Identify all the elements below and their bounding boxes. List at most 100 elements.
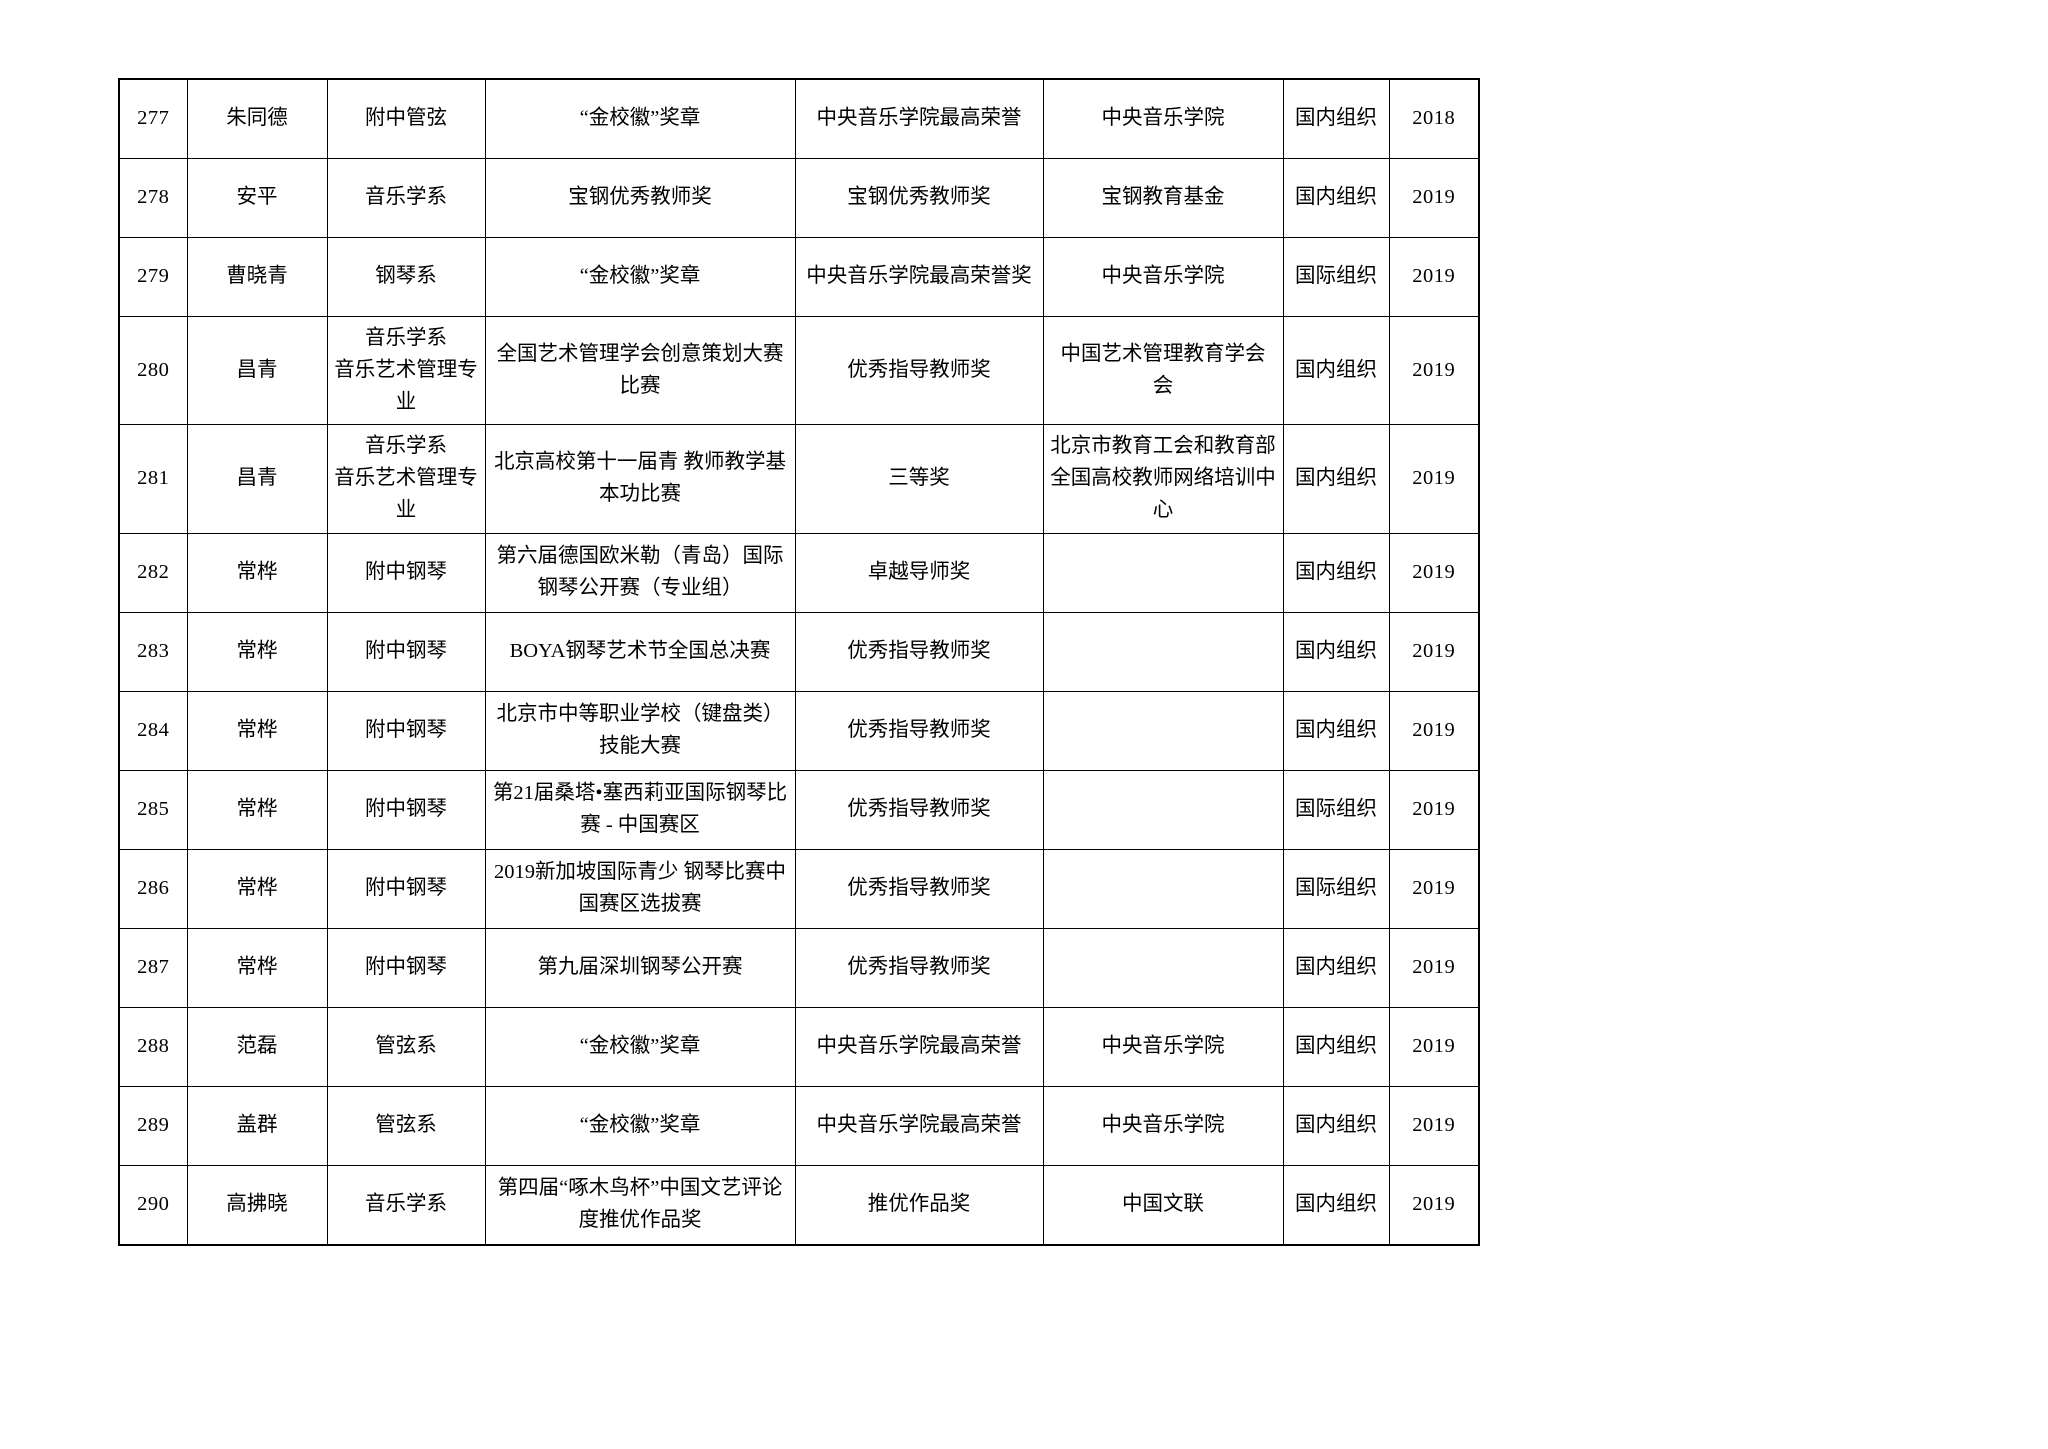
- cell-award-name: 北京高校第十一届青 教师教学基本功比赛: [484, 424, 796, 534]
- cell-department: 管弦系: [326, 1006, 486, 1087]
- cell-index: 283: [118, 611, 188, 692]
- cell-year: 2019: [1388, 424, 1480, 534]
- cell-prize-level: 优秀指导教师奖: [794, 315, 1044, 426]
- cell-awarding-org: 宝钢教育基金: [1042, 158, 1284, 238]
- cell-index: 282: [118, 532, 188, 613]
- cell-year: 2019: [1388, 769, 1480, 850]
- cell-year: 2019: [1388, 1085, 1480, 1166]
- award-table-body: 277 朱同德 附中管弦 “金校徽”奖章 中央音乐学院最高荣誉 中央音乐学院 国内组织 201…: [118, 78, 1480, 1246]
- cell-name: 常桦: [186, 848, 328, 929]
- table-row: 286 常桦 附中钢琴 2019新加坡国际青少 钢琴比赛中国赛区选拔赛 优秀指导教师奖 国…: [118, 848, 1480, 929]
- cell-index: 288: [118, 1006, 188, 1087]
- cell-index: 289: [118, 1085, 188, 1166]
- cell-year: 2019: [1388, 532, 1480, 613]
- cell-year: 2019: [1388, 1006, 1480, 1087]
- cell-name: 常桦: [186, 611, 328, 692]
- cell-awarding-org: [1042, 611, 1284, 692]
- cell-year: 2019: [1388, 690, 1480, 771]
- table-row: 278 安平 音乐学系 宝钢优秀教师奖 宝钢优秀教师奖 宝钢教育基金 国内组织 2019: [118, 158, 1480, 238]
- cell-prize-level: 优秀指导教师奖: [794, 611, 1044, 692]
- cell-department: 附中钢琴: [326, 769, 486, 850]
- cell-prize-level: 优秀指导教师奖: [794, 927, 1044, 1008]
- cell-prize-level: 中央音乐学院最高荣誉: [794, 1006, 1044, 1087]
- cell-prize-level: 三等奖: [794, 424, 1044, 534]
- cell-awarding-org: [1042, 532, 1284, 613]
- cell-award-name: 全国艺术管理学会创意策划大赛比赛: [484, 315, 796, 426]
- cell-prize-level: 优秀指导教师奖: [794, 848, 1044, 929]
- cell-org-type: 国内组织: [1282, 424, 1390, 534]
- cell-department: 管弦系: [326, 1085, 486, 1166]
- cell-name: 高拂晓: [186, 1164, 328, 1246]
- cell-department: 附中管弦: [326, 78, 486, 159]
- table-row: 290 高拂晓 音乐学系 第四届“啄木鸟杯”中国文艺评论度推优作品奖 推优作品奖 中国文联…: [118, 1164, 1480, 1246]
- cell-year: 2019: [1388, 927, 1480, 1008]
- cell-org-type: 国内组织: [1282, 927, 1390, 1008]
- award-table-container: 277 朱同德 附中管弦 “金校徽”奖章 中央音乐学院最高荣誉 中央音乐学院 国内组织 201…: [118, 78, 1480, 1246]
- cell-name: 曹晓青: [186, 237, 328, 317]
- cell-index: 279: [118, 237, 188, 317]
- cell-department: 音乐学系: [326, 158, 486, 238]
- cell-department: 附中钢琴: [326, 927, 486, 1008]
- cell-index: 277: [118, 78, 188, 159]
- cell-award-name: BOYA钢琴艺术节全国总决赛: [484, 611, 796, 692]
- cell-department: 音乐学系 音乐艺术管理专业: [326, 424, 486, 534]
- table-row: 277 朱同德 附中管弦 “金校徽”奖章 中央音乐学院最高荣誉 中央音乐学院 国内组织 201…: [118, 78, 1480, 159]
- cell-org-type: 国内组织: [1282, 532, 1390, 613]
- cell-awarding-org: [1042, 848, 1284, 929]
- table-row: 279 曹晓青 钢琴系 “金校徽”奖章 中央音乐学院最高荣誉奖 中央音乐学院 国际组织 201…: [118, 237, 1480, 317]
- cell-award-name: 2019新加坡国际青少 钢琴比赛中国赛区选拔赛: [484, 848, 796, 929]
- cell-prize-level: 优秀指导教师奖: [794, 769, 1044, 850]
- cell-name: 盖群: [186, 1085, 328, 1166]
- cell-prize-level: 中央音乐学院最高荣誉: [794, 1085, 1044, 1166]
- table-row: 283 常桦 附中钢琴 BOYA钢琴艺术节全国总决赛 优秀指导教师奖 国内组织 2019: [118, 611, 1480, 692]
- cell-department: 附中钢琴: [326, 690, 486, 771]
- cell-name: 安平: [186, 158, 328, 238]
- cell-year: 2019: [1388, 237, 1480, 317]
- cell-award-name: 宝钢优秀教师奖: [484, 158, 796, 238]
- cell-name: 常桦: [186, 769, 328, 850]
- cell-prize-level: 卓越导师奖: [794, 532, 1044, 613]
- cell-org-type: 国内组织: [1282, 1006, 1390, 1087]
- cell-award-name: “金校徽”奖章: [484, 237, 796, 317]
- cell-org-type: 国际组织: [1282, 848, 1390, 929]
- cell-awarding-org: 北京市教育工会和教育部全国高校教师网络培训中心: [1042, 424, 1284, 534]
- cell-name: 范磊: [186, 1006, 328, 1087]
- cell-index: 286: [118, 848, 188, 929]
- cell-award-name: 第四届“啄木鸟杯”中国文艺评论度推优作品奖: [484, 1164, 796, 1246]
- cell-index: 287: [118, 927, 188, 1008]
- cell-department: 附中钢琴: [326, 848, 486, 929]
- cell-award-name: “金校徽”奖章: [484, 1085, 796, 1166]
- cell-awarding-org: 中国文联: [1042, 1164, 1284, 1246]
- cell-department: 钢琴系: [326, 237, 486, 317]
- cell-award-name: 第六届德国欧米勒（青岛）国际钢琴公开赛（专业组）: [484, 532, 796, 613]
- cell-name: 常桦: [186, 927, 328, 1008]
- cell-department: 音乐学系 音乐艺术管理专业: [326, 315, 486, 426]
- table-row: 289 盖群 管弦系 “金校徽”奖章 中央音乐学院最高荣誉 中央音乐学院 国内组织 2019: [118, 1085, 1480, 1166]
- table-row: 284 常桦 附中钢琴 北京市中等职业学校（键盘类）技能大赛 优秀指导教师奖 国内组织 20…: [118, 690, 1480, 771]
- cell-awarding-org: 中国艺术管理教育学会 会: [1042, 315, 1284, 426]
- cell-year: 2019: [1388, 611, 1480, 692]
- table-row: 281 昌青 音乐学系 音乐艺术管理专业 北京高校第十一届青 教师教学基本功比赛 三等奖北…: [118, 424, 1480, 534]
- cell-year: 2019: [1388, 848, 1480, 929]
- cell-awarding-org: 中央音乐学院: [1042, 78, 1284, 159]
- table-row: 287 常桦 附中钢琴 第九届深圳钢琴公开赛 优秀指导教师奖 国内组织 2019: [118, 927, 1480, 1008]
- cell-awarding-org: 中央音乐学院: [1042, 237, 1284, 317]
- cell-name: 昌青: [186, 424, 328, 534]
- cell-prize-level: 中央音乐学院最高荣誉: [794, 78, 1044, 159]
- cell-awarding-org: 中央音乐学院: [1042, 1006, 1284, 1087]
- cell-org-type: 国内组织: [1282, 315, 1390, 426]
- cell-awarding-org: 中央音乐学院: [1042, 1085, 1284, 1166]
- cell-department: 音乐学系: [326, 1164, 486, 1246]
- cell-year: 2019: [1388, 315, 1480, 426]
- cell-index: 285: [118, 769, 188, 850]
- cell-prize-level: 宝钢优秀教师奖: [794, 158, 1044, 238]
- cell-award-name: 北京市中等职业学校（键盘类）技能大赛: [484, 690, 796, 771]
- cell-org-type: 国内组织: [1282, 1164, 1390, 1246]
- cell-award-name: “金校徽”奖章: [484, 1006, 796, 1087]
- cell-year: 2019: [1388, 1164, 1480, 1246]
- cell-award-name: 第21届桑塔•塞西莉亚国际钢琴比赛 - 中国赛区: [484, 769, 796, 850]
- cell-org-type: 国内组织: [1282, 78, 1390, 159]
- cell-org-type: 国内组织: [1282, 158, 1390, 238]
- cell-awarding-org: [1042, 690, 1284, 771]
